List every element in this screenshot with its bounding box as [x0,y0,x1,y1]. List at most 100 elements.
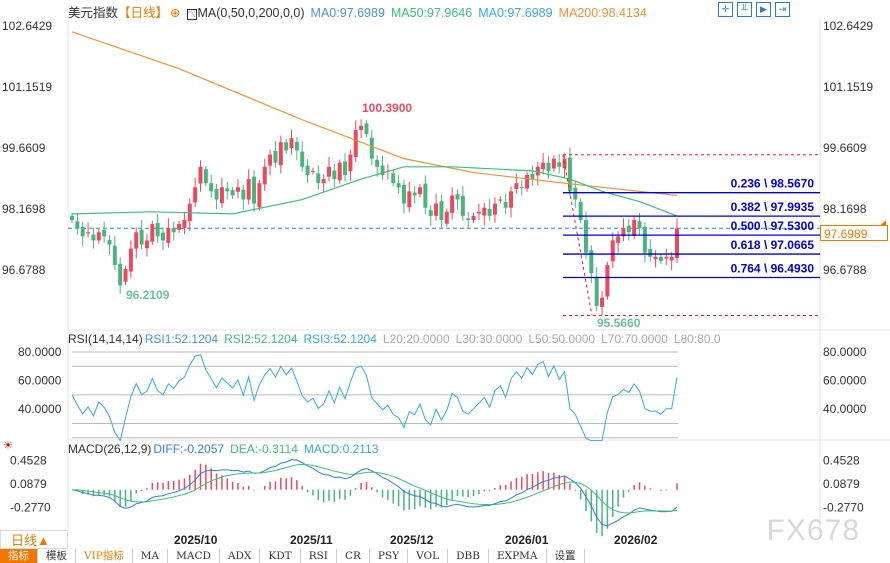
ma50-value: MA50:97.9646 [390,6,473,20]
candle-body [530,173,535,180]
candle-body [321,179,326,184]
candle-body [235,187,240,192]
current-price-label: 97.6989 [820,225,888,241]
period-selector[interactable]: 日线▲ [0,530,68,549]
candle-body [658,256,663,261]
tab-expma[interactable]: EXPMA [489,549,547,563]
tab-adx[interactable]: ADX [220,549,261,563]
tab-kdt[interactable]: KDT [260,549,301,563]
tab-vol[interactable]: VOL [408,549,449,563]
candle-body [632,219,637,236]
rsi-axis-right-label: 80.0000 [823,345,867,359]
candle-body [503,201,508,208]
indicator-chart-icon[interactable]: 〽 [186,9,197,20]
candle-body [648,249,653,257]
ma200-line [71,31,678,197]
price-axis-right-label: 96.6788 [823,263,867,277]
candle-body [316,173,321,184]
candle-body [107,240,112,245]
tab-psy[interactable]: PSY [370,549,409,563]
candle-body [96,232,101,241]
ma0-value: MA0:97.6989 [310,6,385,20]
candle-body [380,165,385,175]
price-axis-left-label: 102.6429 [2,19,52,33]
price-axis-right-label: 98.1698 [823,202,867,216]
x-label-oct: 2025/10 [174,533,218,547]
candle-body [273,150,278,163]
candle-body [359,125,364,131]
macd-title[interactable]: MACD(26,12,9) [68,442,152,456]
indicator-name[interactable]: MA(0,50,0,200,0,0) [197,6,305,20]
high-annotation: 100.3900 [362,101,412,115]
candle-body [128,248,133,272]
l70-value: L70:70.0000 [601,332,668,346]
candle-body [616,236,621,243]
tab-ma[interactable]: MA [133,549,169,563]
crosshair-icon[interactable]: ✛ [718,2,733,17]
l30-value: L30:30.0000 [455,332,523,346]
candle-body [471,215,476,220]
candle-body [578,201,583,220]
tab-settings[interactable]: 设置 [547,549,585,563]
candle-body [594,276,599,306]
candle-body [177,224,182,230]
candle-body [519,186,524,188]
tab-dbb[interactable]: DBB [448,549,489,563]
candle-body [155,222,160,237]
fib-level-label: 0.618 \ 97.0665 [731,238,815,252]
candle-body [610,240,615,262]
candle-body [300,151,305,167]
candle-body [573,187,578,200]
fib-level-label: 0.764 \ 96.4930 [731,262,815,276]
candle-body [305,165,310,175]
tab-macd[interactable]: MACD [168,549,220,563]
fib-level-label: 0.500 \ 97.5300 [731,219,815,233]
candle-body [600,297,605,308]
tab-rsi[interactable]: RSI [301,549,337,563]
candle-body [557,162,562,167]
tab-indicators[interactable]: 指标 [0,549,38,563]
candle-body [476,211,481,214]
candle-body [203,169,208,184]
candle-body [257,183,262,208]
candle-body [444,211,449,224]
fib-level-label: 0.236 \ 98.5670 [731,177,815,191]
rsi-title[interactable]: RSI(14,14,14) [68,332,143,346]
chart-header: 美元指数【日线】 ⊕ 〽 MA(0,50,0,200,0,0) MA0:97.6989 M… [68,2,653,21]
play-icon[interactable]: ▶ [756,2,771,17]
candle-body [546,162,551,171]
macd-axis-left-label: -0.2770 [10,501,51,515]
candle-body [605,264,610,297]
l50-value: L50:50.0000 [528,332,596,346]
candle-body [326,166,331,177]
candle-body [348,154,353,172]
tab-templates[interactable]: 模板 [38,549,76,563]
candle-body [482,207,487,216]
exit-icon[interactable]: ⇥ [775,2,790,17]
watermark: FX678 [766,514,860,547]
tab-cr[interactable]: CR [337,549,370,563]
candle-body [262,166,267,185]
candle-body [198,166,203,184]
tab-vip[interactable]: VIP指标 [76,549,133,563]
candle-body [460,195,465,216]
candle-body [567,157,572,192]
low-annotation: 96.2109 [126,288,170,302]
price-axis-right-label: 102.6429 [823,19,873,33]
candle-body [214,188,219,200]
candle-body [139,229,144,245]
candle-body [230,190,235,196]
candle-body [337,162,342,181]
settings-circle-icon[interactable]: ⊕ [170,6,181,20]
price-axis-right-label: 101.1519 [823,80,873,94]
candle-body [246,179,251,200]
candle-tool-icon[interactable]: ╨ [737,2,752,17]
period-tag[interactable]: 【日线】 [118,6,169,20]
candle-body [487,208,492,216]
candle-body [193,187,198,203]
candle-body [112,245,117,265]
macd-settings-icon[interactable]: ☀ [3,440,13,452]
candle-body [289,138,294,149]
candle-body [514,183,519,189]
